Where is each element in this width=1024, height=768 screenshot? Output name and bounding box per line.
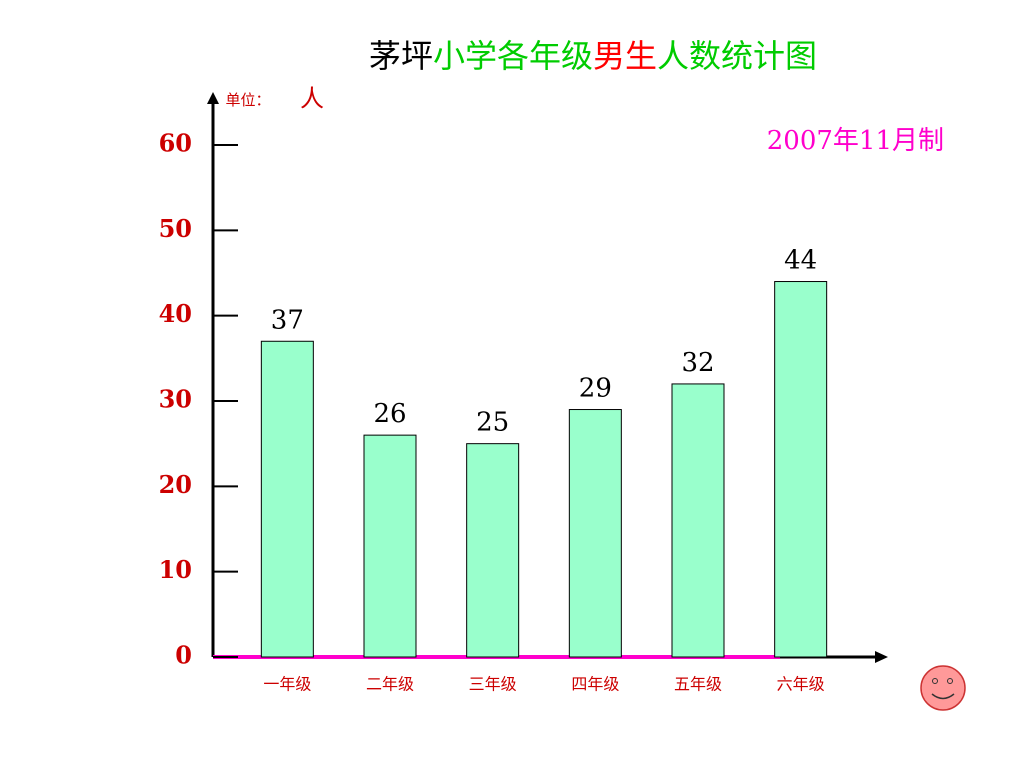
x-tick-label: 一年级 <box>263 675 311 694</box>
y-tick-label: 40 <box>159 299 192 328</box>
value-label: 37 <box>271 305 304 335</box>
y-tick-label: 20 <box>159 470 192 499</box>
x-axis-arrow <box>875 651 888 663</box>
y-tick-label: 30 <box>159 385 192 414</box>
value-label: 25 <box>476 408 509 438</box>
x-tick-label: 四年级 <box>571 675 619 694</box>
title-part: 男生 <box>593 37 657 75</box>
value-label: 26 <box>373 399 406 429</box>
y-tick-label: 60 <box>159 129 192 158</box>
unit-label: 单位： <box>225 91 270 109</box>
x-tick-label: 五年级 <box>674 675 722 694</box>
value-label: 32 <box>681 348 714 378</box>
note: 2007年11月制 <box>767 126 944 156</box>
smiley <box>920 665 966 711</box>
chart-title: 茅坪小学各年级男生人数统计图 <box>369 37 817 75</box>
y-tick-label: 10 <box>159 555 192 584</box>
bar <box>671 383 725 658</box>
unit: 人 <box>300 85 324 113</box>
bar <box>260 340 314 658</box>
bar <box>568 409 622 658</box>
y-tick-label: 0 <box>175 641 192 670</box>
y-axis-arrow <box>207 92 219 104</box>
x-tick-label: 六年级 <box>777 675 825 694</box>
bar <box>774 281 828 658</box>
title-part: 茅坪 <box>369 37 433 75</box>
y-tick-label: 50 <box>159 214 192 243</box>
value-label: 29 <box>579 374 612 404</box>
title-part: 人数统计图 <box>657 37 817 75</box>
bar <box>363 434 417 658</box>
x-tick-label: 二年级 <box>366 675 414 694</box>
x-tick-label: 三年级 <box>469 675 517 694</box>
title-part: 小学各年级 <box>433 37 593 75</box>
bar <box>466 443 520 658</box>
value-label: 44 <box>784 246 817 276</box>
